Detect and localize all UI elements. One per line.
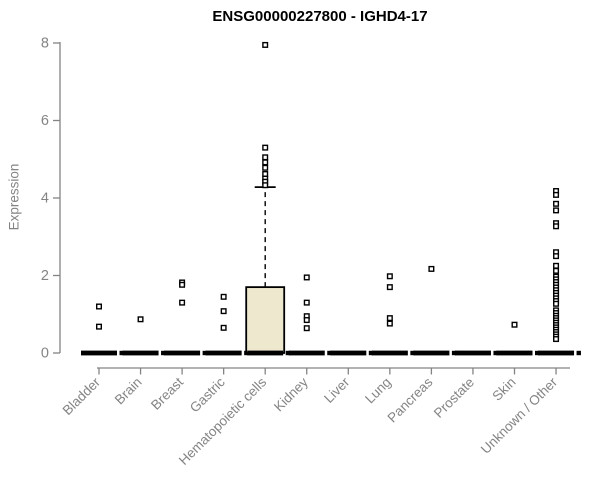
y-tick-label: 8 — [41, 36, 49, 52]
y-tick-label: 2 — [41, 268, 49, 284]
zero-notch — [368, 350, 374, 356]
zero-notch — [535, 350, 540, 356]
chart-title: ENSG00000227800 - IGHD4-17 — [212, 8, 428, 25]
x-tick-label: Lung — [362, 375, 394, 407]
median-line — [288, 350, 325, 356]
outlier-point — [553, 300, 560, 307]
outlier-point — [95, 303, 102, 310]
outlier-point — [220, 293, 227, 300]
median-line — [454, 350, 491, 356]
outlier-point — [553, 223, 560, 230]
outlier-point — [220, 308, 227, 315]
y-tick-label: 6 — [41, 113, 49, 129]
outlier-point — [262, 154, 269, 161]
outlier-point — [553, 207, 560, 214]
x-tick-label: Brain — [112, 375, 145, 408]
median-line — [496, 350, 533, 356]
outlier-point — [553, 253, 560, 260]
x-tick-label: Bladder — [60, 374, 104, 418]
outlier-point — [262, 144, 269, 151]
outlier-point — [262, 164, 269, 171]
outlier-point — [262, 159, 269, 166]
median-line — [330, 350, 367, 356]
outlier-point — [553, 191, 560, 198]
x-tick-label: Gastric — [187, 374, 228, 415]
outlier-point — [95, 323, 102, 330]
zero-notch — [202, 350, 207, 356]
outlier-point — [386, 315, 393, 322]
outlier-point — [553, 262, 560, 269]
zero-notch — [576, 350, 581, 356]
zero-notch — [451, 350, 457, 356]
zero-notch — [161, 350, 166, 356]
outlier-point — [511, 321, 518, 328]
x-tick-label: Skin — [489, 375, 518, 404]
outlier-point — [179, 299, 186, 306]
outlier-point — [553, 267, 560, 274]
x-tick-label: Liver — [321, 374, 353, 406]
median-line — [122, 350, 159, 356]
outlier-point — [303, 325, 310, 332]
median-line — [371, 350, 408, 356]
outlier-point — [137, 316, 144, 323]
outlier-point — [386, 284, 393, 291]
outlier-point — [428, 265, 435, 272]
outlier-point — [386, 320, 393, 327]
outlier-point — [553, 200, 560, 207]
median-line — [413, 350, 450, 356]
outlier-point — [179, 281, 186, 288]
x-tick-label: Breast — [148, 374, 186, 412]
outlier-point — [220, 324, 227, 331]
x-tick-label: Unknown / Other — [478, 374, 561, 457]
median-line — [81, 350, 117, 356]
outlier-point — [303, 317, 310, 324]
x-tick-label: Prostate — [431, 375, 477, 421]
median-line — [164, 350, 201, 356]
outlier-point — [262, 41, 269, 48]
outlier-point — [386, 273, 393, 280]
outlier-point — [303, 274, 310, 281]
median-line — [247, 350, 284, 356]
zero-notch — [285, 350, 291, 356]
outlier-point — [553, 336, 560, 343]
zero-notch — [327, 350, 332, 356]
outlier-point — [262, 170, 269, 177]
zero-notch — [119, 350, 124, 356]
box — [245, 286, 286, 354]
x-tick-label: Kidney — [271, 374, 311, 414]
x-tick-label: Pancreas — [385, 374, 436, 425]
median-line — [538, 350, 575, 356]
outlier-point — [262, 182, 269, 189]
median-line — [205, 350, 242, 356]
outlier-point — [303, 299, 310, 306]
zero-notch — [410, 350, 415, 356]
y-tick-label: 4 — [41, 191, 49, 207]
zero-notch — [493, 350, 498, 356]
y-tick-label: 0 — [41, 346, 49, 362]
